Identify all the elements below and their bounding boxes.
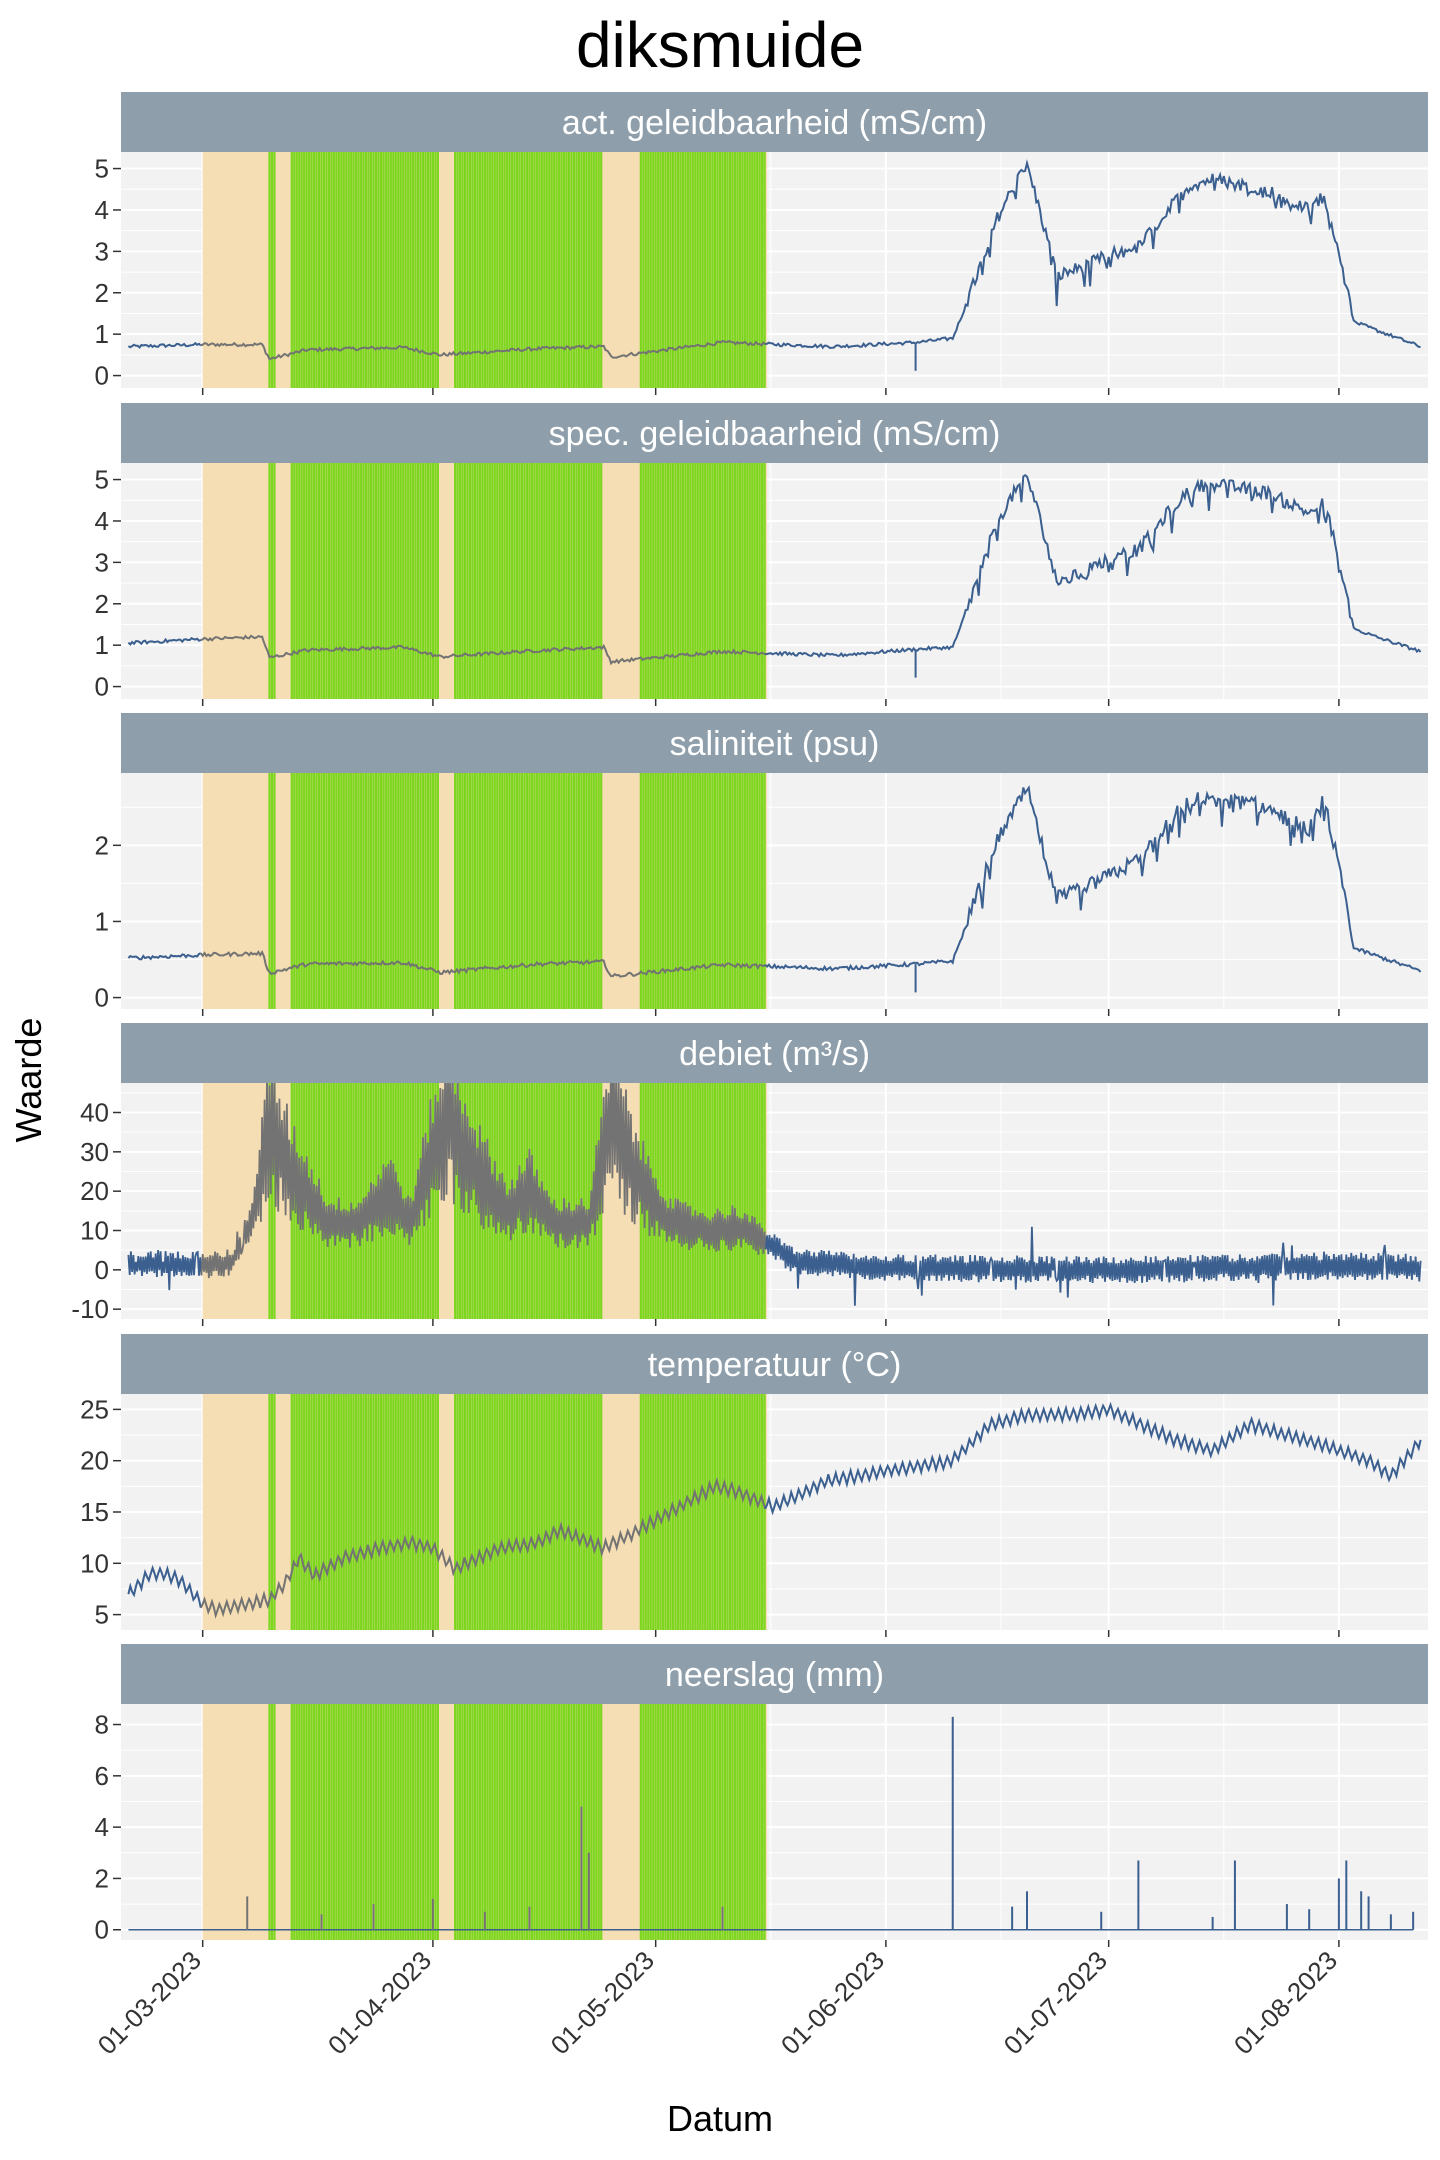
chart-title: diksmuide	[575, 9, 865, 81]
data-layer	[127, 1401, 1422, 1619]
y-tick-label: 0	[95, 983, 109, 1013]
panel-strip-label: act. geleidbaarheid (mS/cm)	[562, 104, 987, 142]
series-line	[127, 637, 202, 647]
series-line	[127, 1564, 202, 1609]
y-tick-label: -10	[71, 1294, 109, 1324]
x-tick-label: 01-05-2023	[545, 1945, 660, 2060]
data-layer	[127, 785, 1422, 993]
y-tick-label: 30	[80, 1137, 109, 1167]
panel-strip	[121, 1023, 1428, 1083]
y-axis-label: Waarde	[8, 1017, 49, 1143]
data-layer	[127, 159, 1421, 371]
y-tick-label: 1	[95, 319, 109, 349]
x-tick-label: 01-06-2023	[775, 1945, 890, 2060]
data-layer	[127, 473, 1422, 678]
y-tick-label: 5	[95, 465, 109, 495]
series-line	[127, 341, 202, 349]
y-tick-label: 20	[80, 1176, 109, 1206]
y-tick-label: 25	[80, 1394, 109, 1424]
y-tick-label: 0	[95, 1915, 109, 1945]
green-bands	[268, 1704, 766, 1940]
series-line	[127, 952, 202, 961]
y-tick-label: 6	[95, 1761, 109, 1791]
x-tick-label: 01-04-2023	[322, 1945, 437, 2060]
y-tick-label: 8	[95, 1710, 109, 1740]
x-tick-label: 01-03-2023	[92, 1945, 207, 2060]
y-tick-label: 2	[95, 830, 109, 860]
x-axis-label: Datum	[666, 2098, 774, 2139]
series-line	[765, 473, 1422, 658]
green-bands	[268, 773, 766, 1009]
y-tick-label: 20	[80, 1446, 109, 1476]
panel-3: saliniteit (psu) 0 1 2	[95, 713, 1428, 1016]
y-tick-label: 4	[95, 195, 109, 225]
y-tick-label: 10	[80, 1548, 109, 1578]
panel-strip-label: debiet (m³/s)	[679, 1035, 870, 1073]
series-line	[127, 1249, 203, 1291]
y-tick-label: 0	[95, 1255, 109, 1285]
y-tick-label: 1	[95, 906, 109, 936]
panel-5: temperatuur (°C) 5 10 15 20 25	[80, 1334, 1428, 1637]
series-line	[200, 634, 766, 666]
series-line	[200, 339, 766, 361]
panel-6: neerslag (mm) 0 2 4 6 8	[95, 1644, 1428, 1947]
series-line	[200, 1083, 767, 1279]
y-tick-label: 2	[95, 278, 109, 308]
y-tick-label: 0	[95, 361, 109, 391]
panel-strip	[121, 92, 1428, 152]
data-layer	[127, 1083, 1422, 1306]
y-tick-label: 2	[95, 589, 109, 619]
panel-strip-label: spec. geleidbaarheid (mS/cm)	[549, 415, 1001, 453]
panel-1: act. geleidbaarheid (mS/cm) 0 1 2 3 4 5	[95, 92, 1428, 395]
y-tick-label: 2	[95, 1863, 109, 1893]
x-tick-label: 01-07-2023	[998, 1945, 1113, 2060]
panel-strip	[121, 713, 1428, 773]
y-tick-label: 4	[95, 1812, 109, 1842]
green-bands	[268, 1394, 766, 1630]
data-layer	[128, 1716, 1415, 1931]
y-tick-label: 15	[80, 1497, 109, 1527]
series-line	[199, 949, 766, 978]
y-tick-label: 5	[95, 1600, 109, 1630]
x-tick-label: 01-08-2023	[1228, 1945, 1343, 2060]
panel-strip	[121, 403, 1428, 463]
y-tick-label: 40	[80, 1098, 109, 1128]
y-tick-label: 10	[80, 1216, 109, 1246]
series-line	[764, 1226, 1422, 1306]
green-bands	[268, 152, 766, 388]
series-line	[764, 159, 1421, 350]
panel-strip-label: saliniteit (psu)	[670, 725, 880, 763]
series-line	[199, 1476, 767, 1619]
series-line	[764, 1401, 1422, 1516]
panel-2: spec. geleidbaarheid (mS/cm) 0 1 2 3 4 5	[95, 403, 1428, 706]
y-tick-label: 0	[95, 672, 109, 702]
green-bands	[268, 463, 766, 699]
y-tick-label: 5	[95, 154, 109, 184]
panel-strip	[121, 1644, 1428, 1704]
panel-strip-label: temperatuur (°C)	[648, 1346, 902, 1384]
y-tick-label: 3	[95, 547, 109, 577]
panel-strip-label: neerslag (mm)	[665, 1656, 884, 1694]
panel-4: debiet (m³/s) -10 0 10 20 30 40	[71, 1023, 1428, 1326]
panel-strip	[121, 1334, 1428, 1394]
y-tick-label: 1	[95, 630, 109, 660]
y-tick-label: 3	[95, 236, 109, 266]
y-tick-label: 4	[95, 506, 109, 536]
series-line	[764, 785, 1422, 973]
